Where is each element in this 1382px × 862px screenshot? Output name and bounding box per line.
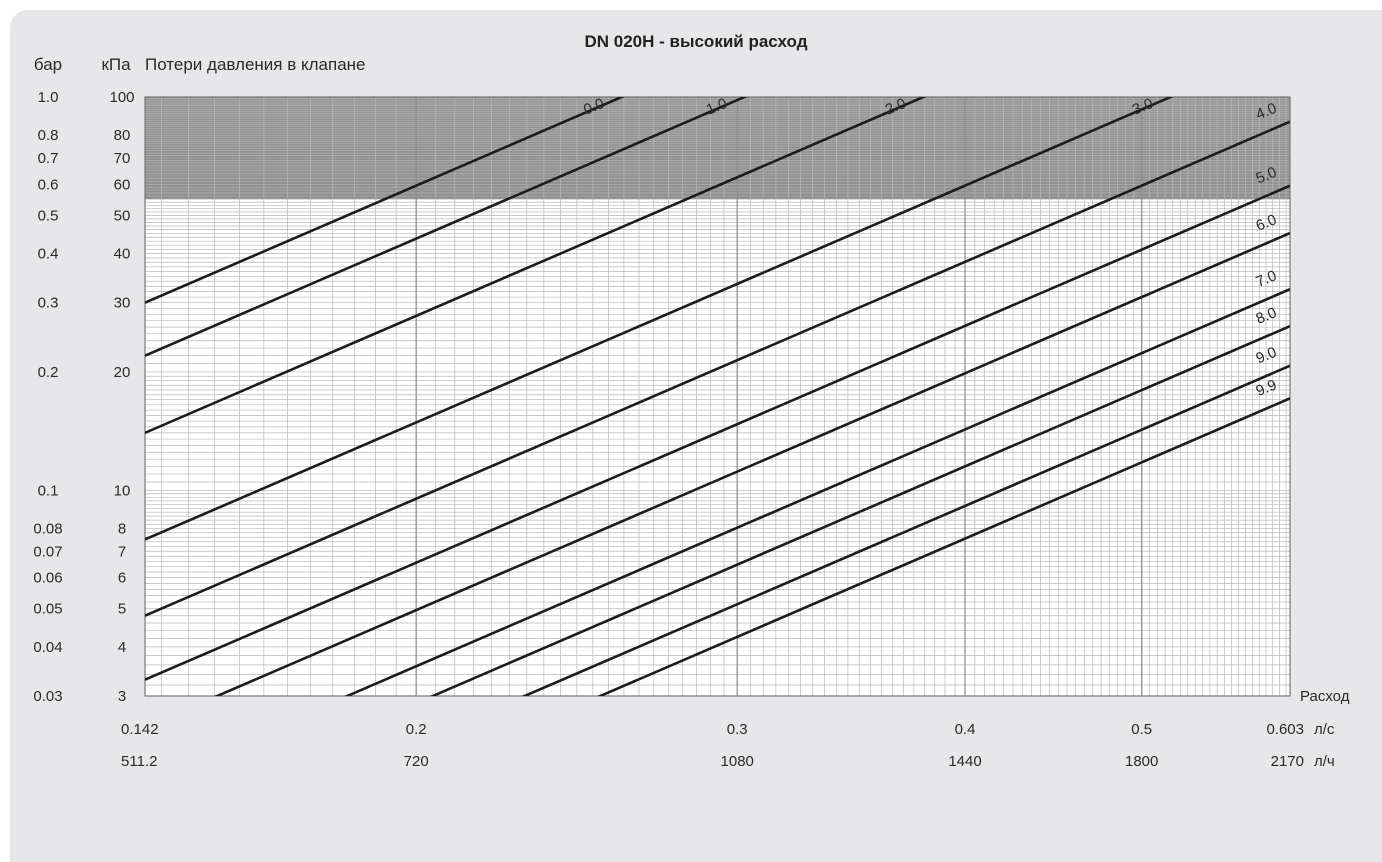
x-tick-label-lh: 1440 (948, 753, 981, 770)
series-label-4-0: 4.0 (1253, 100, 1279, 124)
y-tick-label-bar: 0.07 (33, 543, 62, 560)
series-line-1-0 (145, 97, 748, 357)
chart-card: DN 020H - высокий расход бар кПа Потери … (10, 10, 1382, 862)
y-tick-label-kpa: 4 (118, 639, 126, 656)
y-tick-label-kpa: 7 (118, 543, 126, 560)
series-label-2-0: 2.0 (883, 95, 909, 119)
y-tick-label-kpa: 70 (114, 150, 131, 167)
y-tick-label-bar: 0.7 (38, 150, 59, 167)
y-tick-label-bar: 0.5 (38, 207, 59, 224)
y-tick-label-bar: 0.08 (33, 520, 62, 537)
y-tick-label-kpa: 50 (114, 207, 131, 224)
x-tick-label-lh: 1800 (1125, 753, 1158, 770)
y-tick-label-kpa: 8 (118, 520, 126, 537)
x-tick-label-ls: 0.4 (955, 721, 976, 738)
y-tick-label-bar: 0.3 (38, 295, 59, 312)
x-tick-label-lh: 1080 (721, 753, 754, 770)
series-label-8-0: 8.0 (1253, 304, 1279, 328)
y-tick-label-kpa: 6 (118, 570, 126, 587)
series-label-3-0: 3.0 (1130, 95, 1156, 119)
series-line-7-0 (343, 288, 1290, 696)
series-line-9-0 (521, 364, 1290, 696)
y-axis-label: Потери давления в клапане (145, 55, 366, 74)
y-tick-label-kpa: 10 (114, 482, 131, 499)
y-tick-label-bar: 0.05 (33, 601, 62, 618)
series-line-0-0 (145, 97, 625, 304)
y-tick-label-kpa: 80 (114, 127, 131, 144)
series-label-5-0: 5.0 (1253, 164, 1279, 188)
y-tick-label-bar: 0.04 (33, 639, 62, 656)
series-line-4-0 (145, 120, 1290, 617)
y-tick-label-bar: 0.8 (38, 127, 59, 144)
y-tick-label-bar: 1.0 (38, 89, 59, 106)
series-line-6-0 (213, 231, 1290, 696)
series-label-9-0: 9.0 (1253, 344, 1279, 368)
y-tick-label-kpa: 3 (118, 688, 126, 705)
plot-area: 0.0 1.0 2.0 3.0 4.0 5.0 6.0 7.0 8.0 9.0 9.9 1.0 100 0… (33, 89, 1304, 770)
y-tick-label-bar: 0.2 (38, 364, 59, 381)
y-axis-label-kpa: кПа (101, 55, 131, 74)
series-line-3-0 (145, 97, 1174, 541)
series-line-5-0 (145, 184, 1290, 681)
series-line-9-9 (596, 397, 1290, 696)
series-line-8-0 (429, 324, 1290, 696)
x-tick-label-ls: 0.142 (121, 721, 159, 738)
x-tick-label-lh: 511.2 (121, 753, 157, 770)
chart-svg: DN 020H - высокий расход бар кПа Потери … (33, 32, 1350, 770)
x-tick-label-ls: 0.5 (1131, 721, 1152, 738)
plot-frame (144, 96, 1291, 697)
y-tick-label-kpa: 100 (109, 89, 134, 106)
chart-title: DN 020H - высокий расход (584, 32, 807, 51)
y-tick-label-bar: 0.06 (33, 570, 62, 587)
y-tick-label-bar: 0.6 (38, 176, 59, 193)
x-tick-label-ls: 0.2 (406, 721, 427, 738)
grid (145, 97, 1290, 696)
y-tick-label-kpa: 40 (114, 246, 131, 263)
y-tick-label-bar: 0.1 (38, 482, 59, 499)
x-tick-label-lh: 720 (404, 753, 429, 770)
series-label-6-0: 6.0 (1253, 211, 1279, 235)
series-label-9-9: 9.9 (1253, 376, 1279, 400)
y-tick-label-bar: 0.03 (33, 688, 62, 705)
x-unit-lh: л/ч (1314, 753, 1335, 770)
series-label-1-0: 1.0 (704, 95, 730, 119)
series-label-7-0: 7.0 (1253, 267, 1279, 291)
x-tick-label-ls: 0.603 (1266, 721, 1304, 738)
shaded-zone (145, 97, 1290, 200)
y-tick-label-kpa: 60 (114, 176, 131, 193)
series-line-2-0 (145, 97, 927, 435)
series-label-0-0: 0.0 (581, 95, 607, 119)
series-lines (145, 97, 1290, 696)
y-tick-label-kpa: 30 (114, 295, 131, 312)
y-tick-label-kpa: 20 (114, 364, 131, 381)
y-tick-label-bar: 0.4 (38, 246, 59, 263)
x-unit-ls: л/с (1314, 721, 1335, 738)
y-tick-label-kpa: 5 (118, 601, 126, 618)
x-tick-label-lh: 2170 (1271, 753, 1304, 770)
x-axis-label: Расход (1300, 688, 1350, 705)
y-axis-label-bar: бар (34, 55, 62, 74)
x-tick-label-ls: 0.3 (727, 721, 748, 738)
